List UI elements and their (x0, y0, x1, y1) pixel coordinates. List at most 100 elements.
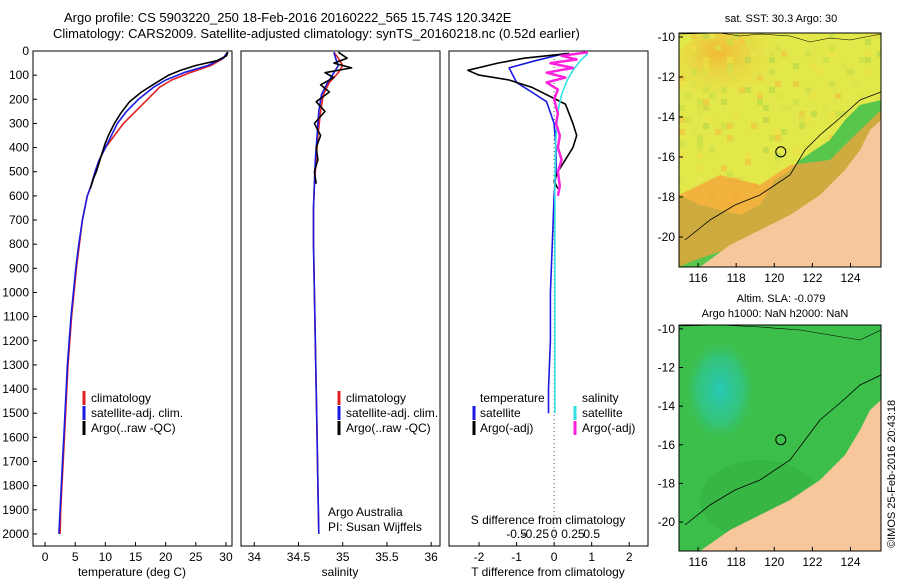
sla-map-field (679, 325, 881, 551)
imos-credit: ©IMOS 25-Feb-2016 20:43:18 (886, 400, 898, 548)
sst-pixel (727, 57, 733, 63)
sst-pixel (835, 111, 841, 117)
sst-pixel (769, 57, 775, 63)
sst-pixel (751, 51, 757, 57)
sst-pixel (727, 135, 733, 141)
map-lat-label: -20 (658, 230, 676, 244)
x-tick-label: 35.5 (375, 550, 399, 564)
map-lat-label: -10 (658, 30, 676, 44)
x-tick-label: -1 (511, 550, 522, 564)
s-tick-label: 0.25 (561, 527, 585, 541)
sst-pixel (709, 93, 715, 99)
sst-pixel (679, 177, 685, 183)
map-lat-label: -12 (658, 70, 676, 84)
sst-pixel (775, 129, 781, 135)
sst-pixel (751, 123, 757, 129)
sst-pixel (685, 93, 691, 99)
sst-pixel (775, 135, 781, 141)
map-lat-label: -10 (658, 322, 676, 336)
sst-pixel (877, 51, 881, 57)
sst-land (700, 120, 881, 267)
sst-pixel (787, 153, 793, 159)
sst-pixel (697, 147, 703, 153)
sst-pixel (763, 51, 769, 57)
sst-pixel (775, 81, 781, 87)
sst-pixel (877, 33, 881, 39)
temperature-axes (32, 50, 233, 547)
temperature-x-axis: 0 5 10 15 20 25 30 (42, 542, 233, 564)
sst-warm-patch (679, 33, 810, 135)
annotation-institution: Argo Australia (328, 505, 403, 519)
sst-pixel (757, 99, 763, 105)
sst-coast-north (679, 33, 881, 43)
sst-map-title: sat. SST: 30.3 Argo: 30 (725, 13, 838, 25)
sst-pixel (709, 117, 715, 123)
x-tick-label: 25 (189, 550, 203, 564)
sst-pixel (733, 111, 739, 117)
x-tick-label: 30 (219, 550, 233, 564)
series-line-salinity-argo-adj (545, 50, 589, 197)
sst-pixel (703, 63, 709, 69)
difference-legend: temperature satellite Argo(-adj) salinit… (472, 391, 635, 435)
map-lon-label: 124 (840, 271, 860, 285)
sst-pixel (829, 33, 835, 39)
legend-title-temperature: temperature (480, 391, 545, 405)
map-lon-label: 122 (802, 271, 822, 285)
sst-pixel (679, 117, 685, 123)
sst-pixel (805, 87, 811, 93)
x-tick-label: 34.5 (287, 550, 311, 564)
sst-pixel (865, 51, 871, 57)
sst-isobath (684, 91, 881, 241)
sst-pixel (769, 99, 775, 105)
sst-pixel (727, 39, 733, 45)
sst-pixel (703, 105, 709, 111)
sst-pixel (769, 135, 775, 141)
depth-tick-label: 0 (22, 44, 29, 58)
sla-isobath (684, 374, 881, 526)
sst-pixel (799, 111, 805, 117)
map-lat-label: -18 (658, 190, 676, 204)
sst-pixel (739, 177, 745, 183)
map-lat-label: -16 (658, 438, 676, 452)
sla-map-frame (678, 324, 882, 552)
sst-float-marker (775, 146, 787, 158)
sst-coastal-warm (679, 110, 881, 267)
temperature-legend: climatology satellite-adj. clim. Argo(..… (82, 391, 183, 435)
sst-pixel (691, 81, 697, 87)
salinity-xlabel: salinity (322, 565, 359, 579)
map-lat-label: -14 (658, 110, 676, 124)
sst-pixel (697, 153, 703, 159)
sst-pixel (691, 129, 697, 135)
x-tick-label: 35 (336, 550, 350, 564)
sst-pixel (871, 33, 877, 39)
header-line1: Argo profile: CS 5903220_250 18-Feb-2016… (64, 10, 512, 25)
x-tick-label: 1 (588, 550, 595, 564)
sst-pixel (727, 171, 733, 177)
sst-pixel (853, 81, 859, 87)
sst-pixel (841, 63, 847, 69)
s-difference-label: S difference from climatology (471, 513, 626, 527)
x-tick-label: 34 (248, 550, 262, 564)
salinity-x-axis: 34 34.5 35 35.5 36 (248, 542, 438, 564)
depth-tick-label: 600 (9, 189, 29, 203)
sst-pixel (811, 93, 817, 99)
sla-map-title2: Argo h1000: NaN h2000: NaN (702, 308, 849, 320)
s-tick-label: 0 (551, 527, 558, 541)
sst-pixel (679, 105, 685, 111)
sst-map-axes: 116 118 120 122 124 -10 -12 -14 -16 -18 -20 (658, 30, 861, 285)
sst-pixel (691, 69, 697, 75)
legend-label-t-argo: Argo(-adj) (480, 421, 533, 435)
x-tick-label: 0 (551, 550, 558, 564)
sst-pixel (739, 39, 745, 45)
s-tick-label: 0.5 (583, 527, 600, 541)
sst-pixel (727, 123, 733, 129)
legend-label-s-argo: Argo(-adj) (582, 421, 635, 435)
sst-pixel (709, 147, 715, 153)
s-tick-label: -0.5 (506, 527, 527, 541)
depth-tick-label: 700 (9, 213, 29, 227)
sst-pixel (763, 117, 769, 123)
salinity-axes (240, 50, 441, 547)
sst-pixel (823, 57, 829, 63)
sst-pixel (721, 87, 727, 93)
sst-pixel (829, 45, 835, 51)
